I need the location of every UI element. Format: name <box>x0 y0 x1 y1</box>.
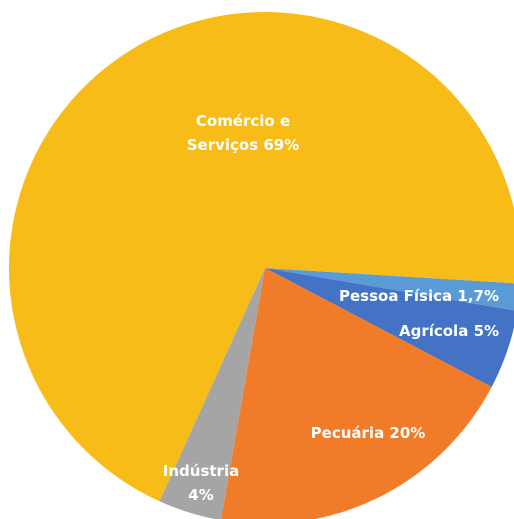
pie-slice <box>9 12 514 502</box>
value-label: 5% <box>473 322 500 340</box>
value-label: 4% <box>188 486 214 504</box>
category-label: Agrícola <box>398 322 469 340</box>
slice-label: Agrícola 5% <box>399 319 499 343</box>
slice-label: Pecuária 20% <box>311 421 426 445</box>
slice-label: Indústria 4% <box>156 459 246 507</box>
category-label: Pessoa Física <box>339 287 453 305</box>
pie-slice <box>159 268 265 519</box>
slice-label: Pessoa Física 1,7% <box>339 284 499 308</box>
pie-slice <box>265 268 514 387</box>
value-label: 20% <box>389 424 426 442</box>
category-label: Comércio e Serviços <box>186 112 291 154</box>
category-label: Pecuária <box>310 424 385 442</box>
pie-slice <box>221 268 492 519</box>
value-label: 69% <box>263 136 300 154</box>
category-label: Indústria <box>162 462 240 480</box>
value-label: 1,7% <box>457 287 499 305</box>
slice-label: Comércio e Serviços 69% <box>173 109 313 157</box>
